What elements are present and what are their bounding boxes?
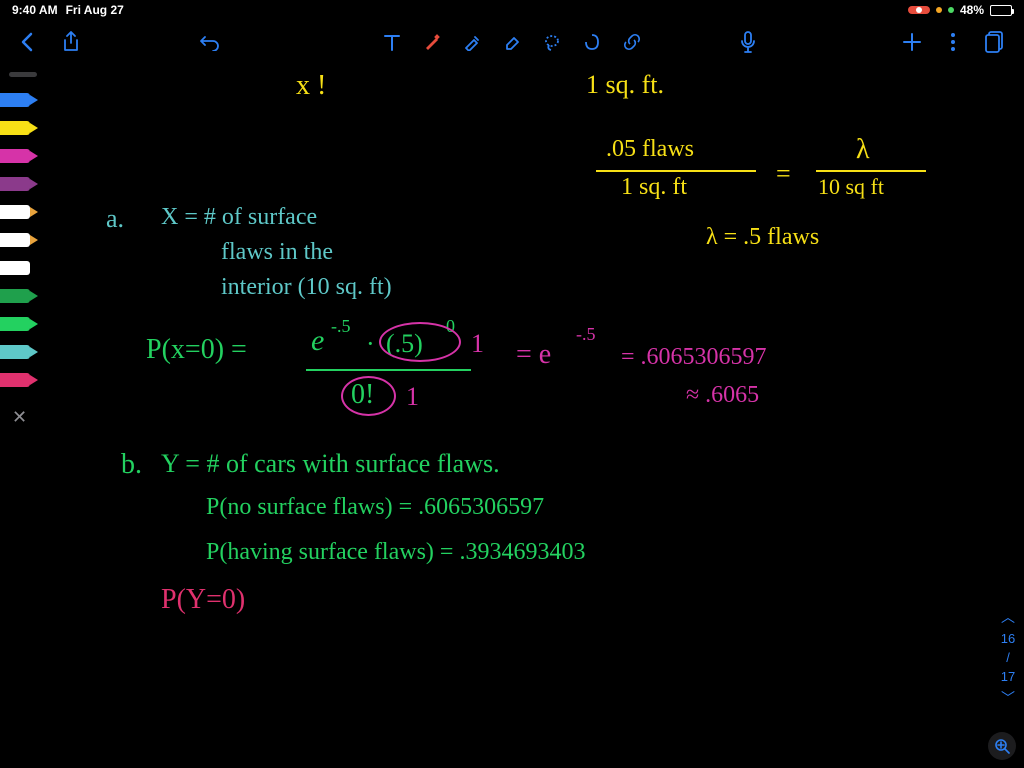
battery-icon — [990, 5, 1012, 16]
hw-lambda-bot: 10 sq ft — [818, 174, 884, 200]
status-right: 48% — [908, 3, 1012, 17]
zoom-button[interactable] — [988, 732, 1016, 760]
hw-eq-e2: = e — [516, 339, 551, 371]
hw-fraction-line-3 — [306, 369, 471, 371]
share-button[interactable] — [62, 31, 80, 53]
pen-swatch-1[interactable] — [0, 117, 38, 139]
pen-swatch-8[interactable] — [0, 313, 38, 335]
pen-swatch-7[interactable] — [0, 285, 38, 307]
status-dot-orange — [936, 7, 942, 13]
page-indicator[interactable]: ︿ 16 / 17 ﹀ — [996, 607, 1020, 708]
pen-swatch-5[interactable] — [0, 229, 38, 251]
highlighter-tool-button[interactable] — [463, 33, 481, 51]
hw-sqft1: 1 sq. ft. — [586, 70, 664, 100]
date: Fri Aug 27 — [66, 3, 124, 17]
pen-swatch-3[interactable] — [0, 173, 38, 195]
page-total: 17 — [1001, 669, 1015, 684]
hw-eq1: = — [776, 159, 791, 189]
hw-one-top: 1 — [471, 329, 484, 359]
hw-rate-bot: 1 sq. ft — [621, 174, 687, 201]
shape-tool-button[interactable] — [583, 33, 601, 51]
palette-close-button[interactable]: ✕ — [12, 407, 27, 428]
hw-b-p1: P(no surface flaws) = .6065306597 — [206, 494, 544, 521]
undo-button[interactable] — [200, 33, 222, 51]
hw-circle-bot — [341, 376, 396, 416]
hw-fraction-line-2 — [816, 170, 926, 172]
hw-x-factorial: x ! — [296, 70, 326, 102]
pen-tool-button[interactable] — [423, 33, 441, 51]
pen-swatch-0[interactable] — [0, 89, 38, 111]
text-tool-button[interactable] — [383, 33, 401, 51]
hw-dot: · — [366, 329, 375, 359]
status-bar: 9:40 AM Fri Aug 27 48% — [0, 0, 1024, 20]
page-down-icon[interactable]: ﹀ — [1001, 688, 1015, 708]
add-button[interactable] — [902, 32, 922, 52]
hw-rate-top: .05 flaws — [606, 136, 694, 163]
hw-p-val: = .6065306597 — [621, 344, 767, 371]
pen-swatch-10[interactable] — [0, 369, 38, 391]
more-button[interactable] — [950, 32, 956, 52]
page-current: 16 — [1001, 631, 1015, 646]
app-toolbar — [0, 20, 1024, 64]
hw-circle-top — [379, 322, 461, 362]
status-dot-green — [948, 7, 954, 13]
eraser-tool-button[interactable] — [503, 33, 521, 51]
hw-a-def2: flaws in the — [221, 239, 333, 266]
hw-a-def1: X = # of surface — [161, 204, 317, 231]
hw-a-def3: interior (10 sq. ft) — [221, 274, 392, 301]
page-up-icon[interactable]: ︿ — [1001, 607, 1015, 627]
pen-palette[interactable]: ✕ — [0, 64, 46, 428]
page-sep: / — [1006, 650, 1010, 665]
hw-b-def: Y = # of cars with surface flaws. — [161, 449, 500, 479]
back-button[interactable] — [20, 32, 34, 52]
hw-p-approx: ≈ .6065 — [686, 382, 759, 409]
hw-b-label: b. — [121, 449, 142, 481]
hw-exp1: -.5 — [331, 316, 351, 337]
pages-button[interactable] — [984, 31, 1004, 53]
pen-swatch-4[interactable] — [0, 201, 38, 223]
palette-drag-handle[interactable] — [9, 72, 37, 77]
tool-picker — [383, 33, 641, 51]
hw-lambda-val: λ = .5 flaws — [706, 224, 819, 251]
hw-one-bot: 1 — [406, 382, 419, 412]
link-tool-button[interactable] — [623, 33, 641, 51]
hw-fraction-line-1 — [596, 170, 756, 172]
hw-exp2: -.5 — [576, 324, 596, 345]
battery-pct: 48% — [960, 3, 984, 17]
note-canvas[interactable]: x ! 1 sq. ft. .05 flaws 1 sq. ft = λ 10 … — [46, 64, 1024, 768]
recording-indicator — [908, 6, 930, 14]
pen-swatch-6[interactable] — [0, 257, 38, 279]
microphone-button[interactable] — [740, 31, 756, 53]
hw-e1: e — [311, 324, 324, 358]
hw-b-py0: P(Y=0) — [161, 584, 245, 616]
lasso-tool-button[interactable] — [543, 33, 561, 51]
hw-b-p2: P(having surface flaws) = .3934693403 — [206, 539, 585, 566]
status-left: 9:40 AM Fri Aug 27 — [12, 3, 124, 17]
pen-swatch-9[interactable] — [0, 341, 38, 363]
pen-swatch-2[interactable] — [0, 145, 38, 167]
hw-lambda: λ — [856, 134, 870, 166]
clock: 9:40 AM — [12, 3, 58, 17]
hw-p-lhs: P(x=0) = — [146, 334, 247, 366]
hw-a-label: a. — [106, 204, 124, 234]
